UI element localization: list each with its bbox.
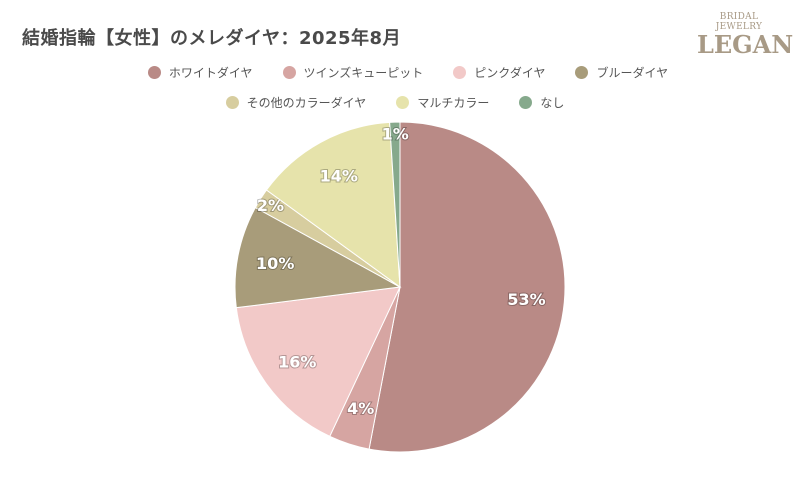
legend-item[interactable]: なし bbox=[519, 94, 564, 111]
legend-label: その他のカラーダイヤ bbox=[246, 96, 367, 110]
legend-label: ホワイトダイヤ bbox=[168, 66, 253, 80]
logo-name: LEGAN bbox=[697, 30, 794, 59]
legend-item[interactable]: ホワイトダイヤ bbox=[147, 64, 253, 81]
slice-label: 1% bbox=[382, 125, 409, 144]
legend-swatch bbox=[225, 96, 239, 109]
pie-slice[interactable] bbox=[368, 121, 566, 453]
brand-logo: BRIDAL JEWELRY LEGAN bbox=[697, 12, 794, 59]
slice-label: 4% bbox=[347, 399, 374, 418]
legend-swatch bbox=[282, 66, 296, 79]
pie-slice[interactable] bbox=[389, 121, 401, 288]
legend-item[interactable]: ブルーダイヤ bbox=[575, 64, 668, 81]
legend-swatch bbox=[519, 96, 533, 109]
pie-slice[interactable] bbox=[265, 121, 401, 289]
pie-slice[interactable] bbox=[235, 286, 401, 437]
legend-item[interactable]: マルチカラー bbox=[396, 94, 489, 111]
legend-swatch bbox=[396, 96, 410, 109]
legend-swatch bbox=[147, 66, 161, 79]
slice-label: 16% bbox=[278, 353, 316, 372]
legend-label: ブルーダイヤ bbox=[596, 66, 669, 80]
legend-row-2: その他のカラーダイヤ マルチカラー なし bbox=[0, 94, 795, 111]
legend-item[interactable]: ピンクダイヤ bbox=[453, 64, 545, 81]
legend-item[interactable]: ツインズキューピット bbox=[282, 64, 424, 81]
chart-title: 結婚指輪【女性】のメレダイヤ：2025年8月 bbox=[22, 28, 402, 49]
legend-label: ツインズキューピット bbox=[303, 66, 424, 80]
slice-label: 10% bbox=[256, 254, 294, 273]
logo-subtitle: BRIDAL JEWELRY bbox=[715, 12, 763, 32]
legend-label: ピンクダイヤ bbox=[474, 66, 546, 80]
legend-swatch bbox=[453, 66, 467, 79]
slice-label: 2% bbox=[257, 196, 284, 215]
legend-item[interactable]: その他のカラーダイヤ bbox=[225, 94, 367, 111]
slice-label: 14% bbox=[320, 167, 358, 186]
pie-slice[interactable] bbox=[234, 206, 402, 309]
legend-label: なし bbox=[540, 96, 565, 110]
slice-label: 53% bbox=[507, 290, 545, 309]
legend-swatch bbox=[575, 66, 589, 79]
legend-row-1: ホワイトダイヤ ツインズキューピット ピンクダイヤ ブルーダイヤ bbox=[8, 64, 800, 81]
legend-label: マルチカラー bbox=[417, 96, 490, 110]
